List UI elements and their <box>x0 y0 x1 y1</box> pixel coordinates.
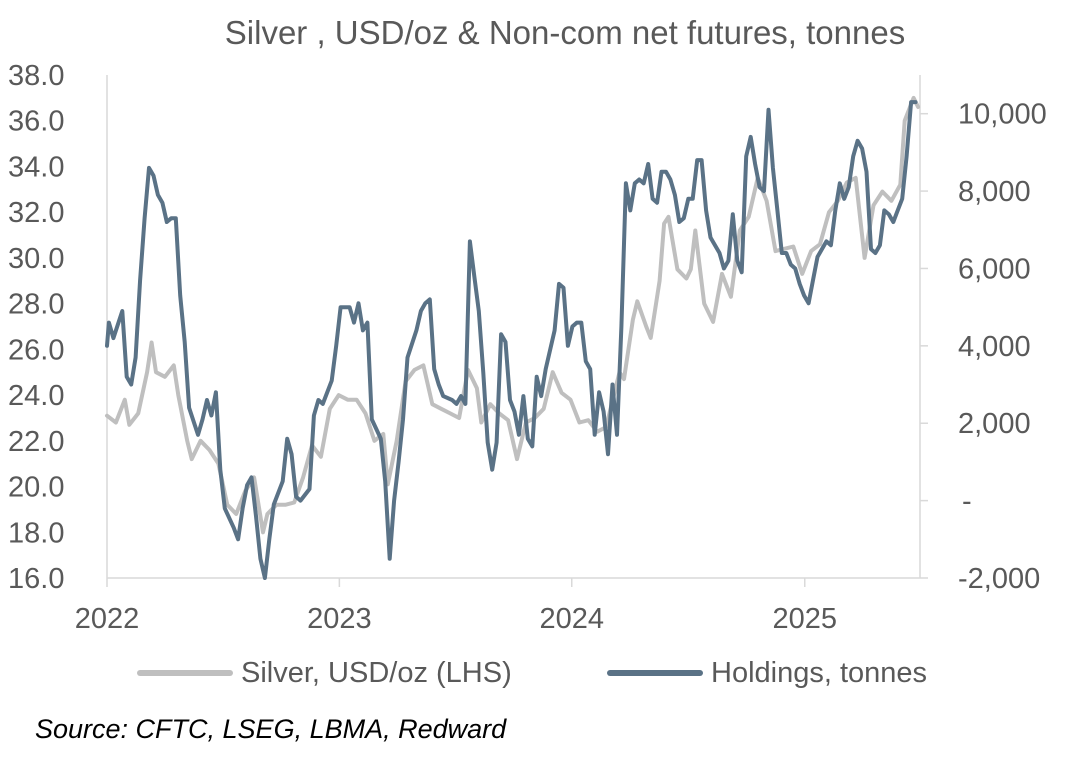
legend-item-silver: Silver, USD/oz (LHS) <box>137 650 512 696</box>
legend: Silver, USD/oz (LHS) Holdings, tonnes <box>0 650 1077 696</box>
y-right-tick-label: -2,000 <box>958 563 1040 595</box>
y-left-tick-label: 38.0 <box>8 60 64 92</box>
legend-swatch-holdings <box>607 670 703 676</box>
y-left-tick-label: 32.0 <box>8 197 64 229</box>
y-right-tick-label: 6,000 <box>958 253 1031 285</box>
y-right-tick-label: 4,000 <box>958 331 1031 363</box>
y-right-tick-label: - <box>962 486 972 518</box>
legend-label-holdings: Holdings, tonnes <box>711 656 928 689</box>
x-tick-label: 2023 <box>307 603 372 635</box>
legend-swatch-silver <box>137 670 233 676</box>
legend-label-silver: Silver, USD/oz (LHS) <box>241 656 512 689</box>
y-left-tick-label: 22.0 <box>8 426 64 458</box>
y-left-tick-label: 34.0 <box>8 151 64 183</box>
tick-labels: 38.0 36.0 34.0 32.0 30.0 28.0 26.0 24.0 22.0 20.0… <box>8 60 1047 635</box>
silver-price-line <box>105 95 921 535</box>
y-left-tick-label: 36.0 <box>8 106 64 138</box>
series-lines <box>105 95 921 580</box>
source-note: Source: CFTC, LSEG, LBMA, Redward <box>35 714 507 744</box>
y-left-tick-label: 16.0 <box>8 563 64 595</box>
y-left-tick-label: 18.0 <box>8 517 64 549</box>
y-left-tick-label: 30.0 <box>8 243 64 275</box>
y-left-tick-label: 28.0 <box>8 289 64 321</box>
y-left-tick-label: 24.0 <box>8 380 64 412</box>
x-tick-label: 2025 <box>773 603 838 635</box>
x-tick-label: 2024 <box>539 603 604 635</box>
holdings-line <box>105 100 918 580</box>
y-left-tick-label: 20.0 <box>8 472 64 504</box>
y-right-tick-label: 2,000 <box>958 408 1031 440</box>
y-right-tick-label: 8,000 <box>958 176 1031 208</box>
y-left-tick-label: 26.0 <box>8 334 64 366</box>
legend-item-holdings: Holdings, tonnes <box>607 650 927 696</box>
axes <box>106 75 928 587</box>
x-tick-label: 2022 <box>75 603 140 635</box>
y-right-tick-label: 10,000 <box>958 99 1047 131</box>
chart-title: Silver , USD/oz & Non-com net futures, t… <box>224 14 906 51</box>
